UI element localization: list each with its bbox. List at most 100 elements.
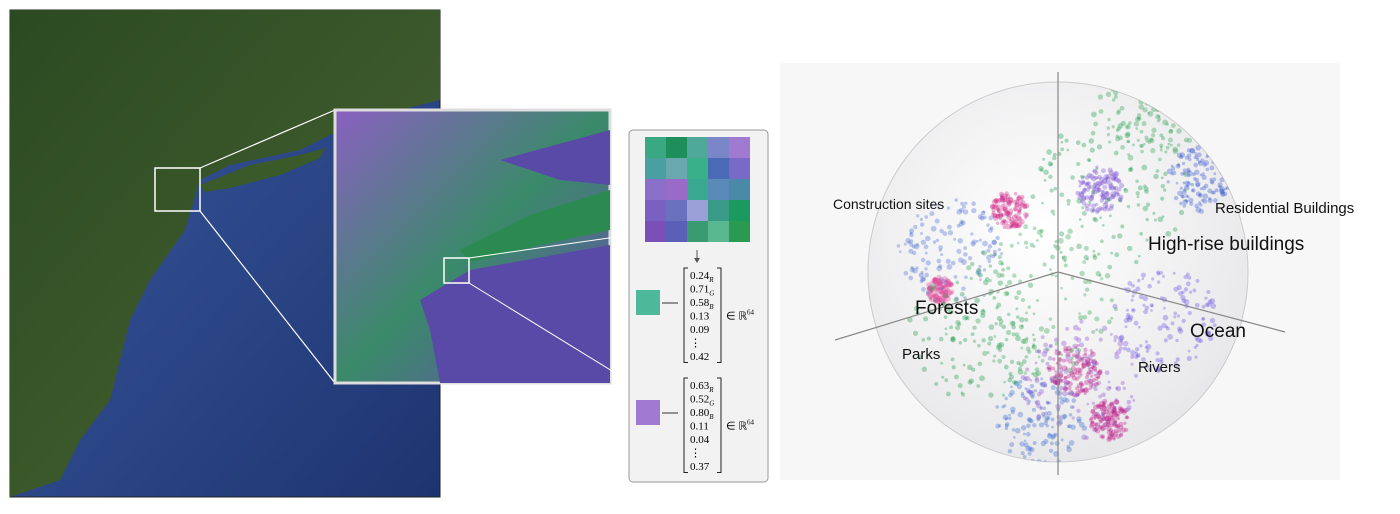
point: [1108, 140, 1112, 144]
point: [1076, 198, 1082, 204]
point: [1015, 224, 1019, 228]
point: [1095, 382, 1099, 385]
point: [943, 284, 948, 289]
space-symbol: ∈ ℝ: [726, 420, 747, 432]
point: [1107, 435, 1113, 441]
point: [948, 281, 952, 286]
point: [945, 305, 951, 312]
sphere-label: Forests: [915, 298, 978, 319]
point: [1115, 385, 1122, 392]
point: [1012, 380, 1017, 385]
point: [1179, 186, 1183, 190]
point: [1092, 169, 1098, 174]
point: [1118, 334, 1125, 341]
grid-cell: [708, 158, 729, 179]
point: [936, 296, 943, 302]
point: [919, 279, 924, 284]
point: [957, 238, 964, 244]
point: [1101, 416, 1106, 421]
point: [1137, 185, 1143, 191]
point: [988, 264, 992, 268]
point: [935, 285, 940, 291]
point: [1051, 425, 1054, 429]
point: [1065, 326, 1070, 331]
point: [1062, 386, 1069, 392]
sphere-label: Residential Buildings: [1215, 200, 1354, 217]
point: [945, 279, 948, 283]
point: [1106, 436, 1112, 443]
point: [1172, 227, 1178, 232]
point: [1222, 191, 1228, 197]
point: [1073, 361, 1079, 367]
point: [932, 294, 937, 299]
point: [934, 382, 939, 387]
point: [949, 291, 954, 296]
point: [993, 204, 998, 209]
point: [928, 284, 933, 290]
point: [1018, 324, 1025, 330]
point: [1010, 410, 1015, 415]
point: [1058, 231, 1065, 237]
point: [941, 301, 946, 306]
point: [1102, 207, 1108, 212]
point: [1135, 116, 1141, 122]
point: [1013, 380, 1019, 386]
point: [1205, 167, 1210, 172]
point: [1207, 198, 1213, 204]
point: [949, 282, 954, 287]
point: [1020, 338, 1026, 344]
point: [941, 301, 947, 306]
point: [1066, 202, 1071, 206]
point: [1155, 367, 1162, 373]
point: [1093, 189, 1098, 195]
point: [1094, 202, 1099, 207]
point: [1195, 191, 1201, 197]
point: [956, 248, 962, 254]
point: [1127, 167, 1132, 172]
point: [934, 218, 940, 224]
point: [994, 203, 998, 208]
point: [1016, 210, 1022, 216]
point: [1111, 410, 1115, 414]
point: [1020, 375, 1026, 380]
point: [1032, 343, 1036, 347]
point: [1014, 380, 1020, 387]
point: [1169, 143, 1173, 147]
point: [1220, 191, 1226, 197]
point: [1091, 209, 1095, 212]
point: [1004, 191, 1009, 196]
point: [1015, 215, 1022, 221]
point: [936, 280, 943, 287]
point: [1041, 411, 1046, 417]
point: [1065, 353, 1071, 360]
point: [1101, 193, 1105, 198]
point: [970, 241, 976, 247]
point: [1064, 138, 1069, 143]
point: [1101, 412, 1105, 416]
point: [941, 278, 946, 283]
point: [1103, 422, 1109, 428]
point: [1126, 405, 1132, 411]
point: [1029, 418, 1034, 424]
point: [943, 280, 949, 286]
point: [1188, 197, 1194, 203]
point: [931, 278, 936, 282]
point: [1017, 411, 1024, 418]
point: [931, 312, 935, 315]
point: [1076, 416, 1082, 422]
point: [1043, 178, 1047, 182]
point: [1054, 349, 1061, 356]
point: [1083, 187, 1087, 191]
point: [1115, 386, 1119, 390]
point: [1008, 197, 1014, 203]
point: [1147, 283, 1152, 289]
point: [1173, 311, 1178, 316]
point: [1218, 185, 1222, 189]
point: [961, 204, 966, 209]
point: [971, 201, 976, 207]
point: [936, 278, 942, 284]
point: [1023, 442, 1029, 448]
point: [1157, 369, 1161, 372]
point: [1091, 401, 1095, 405]
point: [1138, 104, 1145, 110]
